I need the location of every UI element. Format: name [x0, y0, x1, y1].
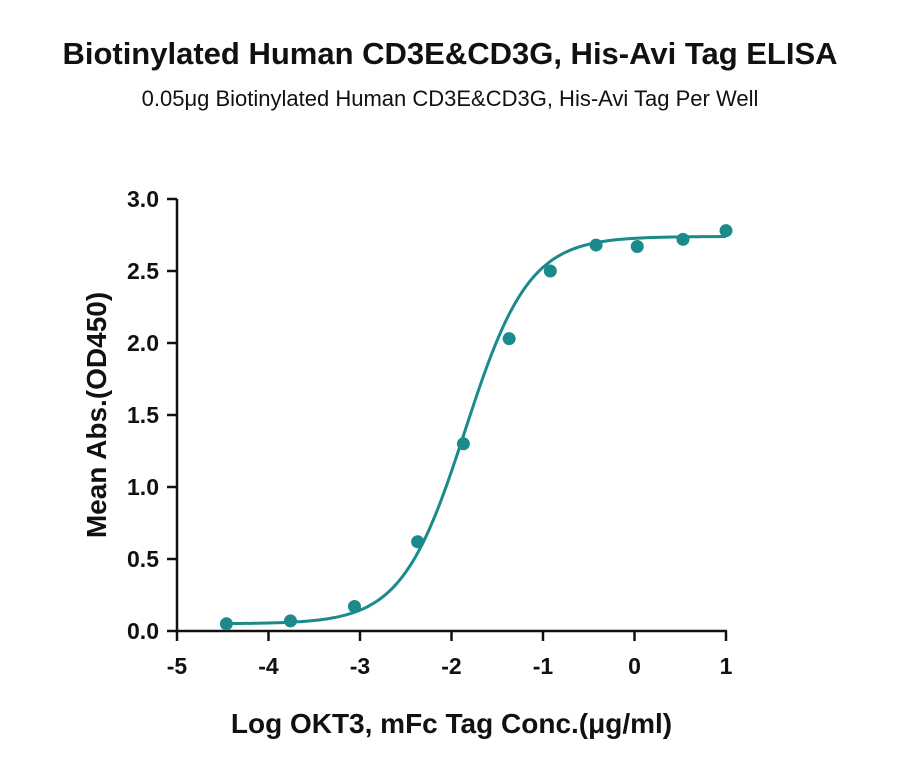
y-tick-label: 0.0 — [127, 618, 159, 644]
chart-title: Biotinylated Human CD3E&CD3G, His-Avi Ta… — [62, 36, 838, 71]
data-point — [719, 224, 733, 238]
x-tick-label: -4 — [258, 653, 279, 679]
data-point — [348, 600, 362, 614]
data-point — [283, 614, 297, 628]
x-tick-label: 0 — [628, 653, 641, 679]
data-point — [543, 264, 557, 278]
x-tick-label: -1 — [533, 653, 554, 679]
data-point — [219, 617, 233, 631]
y-tick-label: 1.5 — [127, 402, 159, 428]
y-tick-label: 2.5 — [127, 258, 159, 284]
y-tick-label: 3.0 — [127, 186, 159, 212]
x-axis-label: Log OKT3, mFc Tag Conc.(μg/ml) — [231, 708, 672, 739]
y-axis-label: Mean Abs.(OD450) — [81, 292, 112, 538]
data-point — [630, 240, 644, 254]
chart-subtitle: 0.05μg Biotinylated Human CD3E&CD3G, His… — [141, 86, 759, 111]
x-tick-label: 1 — [720, 653, 733, 679]
data-point — [589, 238, 603, 252]
x-tick-label: -5 — [167, 653, 188, 679]
data-points-layer — [219, 224, 733, 631]
fit-curve — [226, 235, 726, 626]
data-point — [456, 437, 470, 451]
x-tick-label: -3 — [350, 653, 370, 679]
data-point — [676, 232, 690, 246]
x-tick-label: -2 — [441, 653, 461, 679]
axes: 0.0 0.5 1.0 1.5 2.0 2.5 3.0 -5 -4 -3 -2 -1 0 1 — [127, 186, 733, 679]
y-tick-label: 0.5 — [127, 546, 159, 572]
y-tick-label: 2.0 — [127, 330, 159, 356]
data-point — [411, 535, 425, 549]
data-point — [502, 332, 516, 346]
y-tick-label: 1.0 — [127, 474, 159, 500]
fit-curve-layer — [226, 235, 726, 626]
